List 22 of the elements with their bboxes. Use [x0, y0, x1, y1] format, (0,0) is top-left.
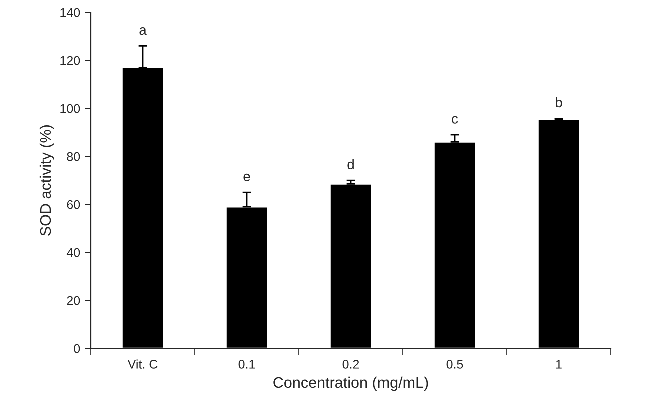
y-tick-label: 20	[67, 296, 80, 306]
x-tick-label: 0.2	[342, 360, 360, 369]
y-axis-title: SOD activity (%)	[40, 126, 54, 236]
y-tick-label: 100	[60, 104, 80, 114]
y-tick-label: 60	[67, 200, 80, 210]
y-tick-label: 0	[74, 344, 80, 354]
x-tick-label: 1	[556, 360, 562, 369]
x-axis-title: Concentration (mg/mL)	[274, 376, 428, 392]
bar	[538, 118, 580, 349]
y-tick-label: 120	[60, 56, 80, 66]
y-tick-label: 40	[66, 248, 80, 258]
annotation: b	[556, 97, 562, 108]
annotation: e	[244, 174, 250, 182]
x-tick-label: 0.5	[446, 360, 464, 369]
bar	[330, 184, 372, 349]
x-tick-label: Vit. C	[128, 360, 158, 369]
annotation: c	[452, 116, 458, 124]
annotation: a	[140, 28, 147, 36]
y-tick-label: 80	[67, 152, 80, 162]
x-tick-label: 0.1	[238, 360, 256, 369]
y-tick-label: 140	[60, 8, 80, 18]
annotation: d	[348, 159, 354, 170]
